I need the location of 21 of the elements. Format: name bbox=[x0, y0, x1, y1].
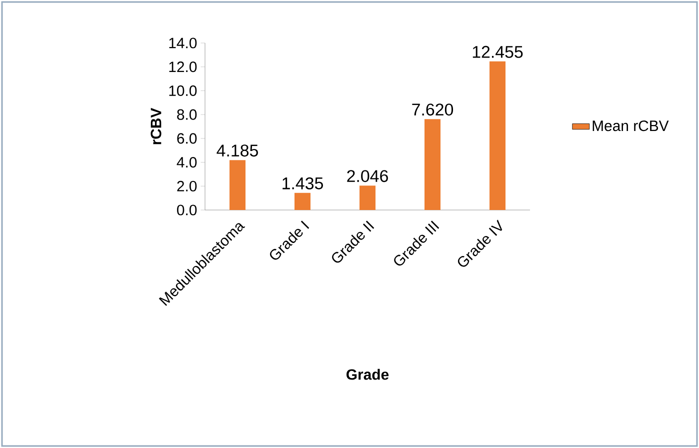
bar bbox=[490, 61, 506, 210]
y-tick-label: 8.0 bbox=[177, 109, 197, 120]
x-axis-title: Grade bbox=[346, 368, 389, 380]
data-label: 12.455 bbox=[472, 46, 523, 58]
data-label: 1.435 bbox=[282, 177, 323, 190]
data-label: 7.620 bbox=[412, 104, 454, 116]
data-label: 4.185 bbox=[216, 144, 258, 157]
bar bbox=[360, 186, 376, 210]
data-label: 2.046 bbox=[347, 170, 388, 182]
legend-label: Mean rCBV bbox=[592, 120, 669, 132]
bar bbox=[424, 119, 441, 210]
y-tick-label: 4.0 bbox=[176, 156, 197, 168]
bar bbox=[230, 160, 246, 210]
y-tick-label: 12.0 bbox=[169, 62, 197, 72]
y-tick-label: 10.0 bbox=[169, 85, 197, 96]
y-axis-title: rCBV bbox=[150, 108, 162, 144]
y-tick-label: 14.0 bbox=[169, 38, 197, 48]
y-tick-label: 2.0 bbox=[177, 180, 197, 192]
y-tick-label: 0.0 bbox=[177, 204, 197, 216]
y-tick-label: 6.0 bbox=[177, 133, 197, 144]
bar bbox=[294, 192, 311, 210]
